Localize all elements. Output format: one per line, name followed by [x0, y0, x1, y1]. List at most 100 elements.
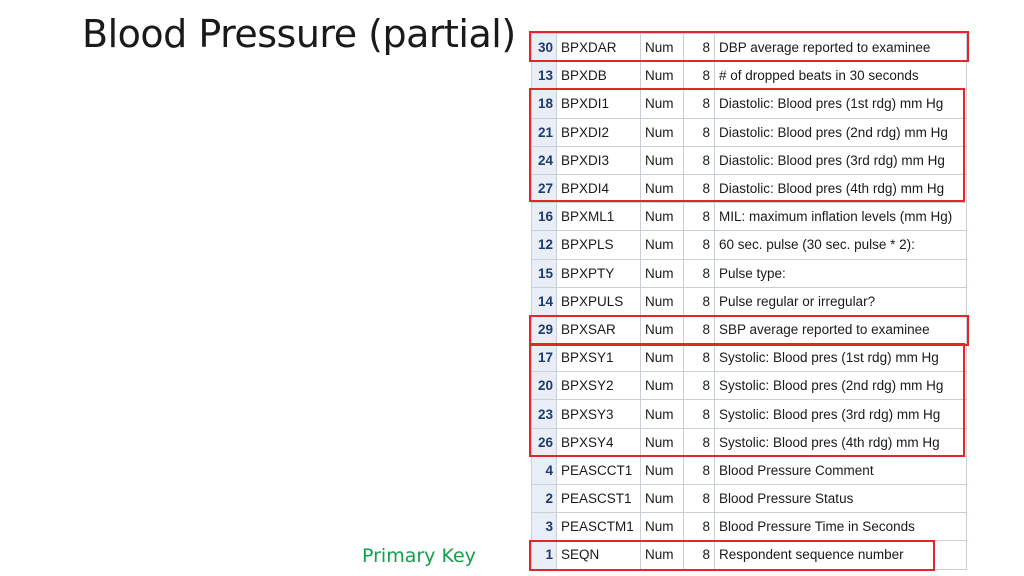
- slide-title: Blood Pressure (partial): [82, 12, 516, 56]
- variable-type-cell: Num: [640, 512, 684, 542]
- variable-type-cell: Num: [640, 314, 684, 345]
- variable-number-cell: 27: [531, 173, 557, 204]
- variable-number-cell: 30: [531, 32, 557, 63]
- variable-type-cell: Num: [640, 371, 684, 401]
- variable-length-cell: 8: [683, 314, 715, 345]
- variable-table-body: 30 BPXDAR Num 8 DBP average reported to exam…: [531, 32, 967, 570]
- table-row: 17 BPXSY1 Num 8 Systolic: Blood pres (1st rd…: [531, 343, 967, 373]
- table-row: 12 BPXPLS Num 8 60 sec. pulse (30 sec. pulse…: [531, 230, 967, 260]
- variable-table: 30 BPXDAR Num 8 DBP average reported to exam…: [531, 32, 967, 570]
- variable-type-cell: Num: [640, 230, 684, 260]
- table-row: 15 BPXPTY Num 8 Pulse type:: [531, 258, 967, 288]
- variable-name-cell: BPXDB: [556, 61, 641, 91]
- variable-label-cell: Blood Pressure Status: [714, 483, 967, 514]
- variable-name-cell: BPXSY3: [556, 399, 641, 429]
- variable-number-cell: 15: [531, 258, 557, 288]
- variable-name-cell: PEASCTM1: [556, 512, 641, 542]
- variable-name-cell: BPXSY2: [556, 371, 641, 401]
- variable-table-container: 30 BPXDAR Num 8 DBP average reported to exam…: [529, 31, 969, 571]
- primary-key-label: Primary Key: [362, 545, 476, 567]
- variable-number-cell: 3: [531, 512, 557, 542]
- variable-length-cell: 8: [683, 145, 715, 175]
- variable-name-cell: SEQN: [556, 540, 641, 570]
- variable-length-cell: 8: [683, 286, 715, 316]
- variable-label-cell: SBP average reported to examinee: [714, 314, 967, 345]
- variable-type-cell: Num: [640, 61, 684, 91]
- variable-length-cell: 8: [683, 202, 715, 232]
- variable-length-cell: 8: [683, 540, 715, 570]
- table-row: 30 BPXDAR Num 8 DBP average reported to exam…: [531, 32, 967, 63]
- variable-type-cell: Num: [640, 202, 684, 232]
- variable-length-cell: 8: [683, 512, 715, 542]
- variable-name-cell: BPXPULS: [556, 286, 641, 316]
- variable-number-cell: 12: [531, 230, 557, 260]
- variable-number-cell: 29: [531, 314, 557, 345]
- table-row: 18 BPXDI1 Num 8 Diastolic: Blood pres (1st r…: [531, 89, 967, 119]
- table-row: 14 BPXPULS Num 8 Pulse regular or irregular?: [531, 286, 967, 316]
- variable-type-cell: Num: [640, 258, 684, 288]
- variable-number-cell: 18: [531, 89, 557, 119]
- variable-length-cell: 8: [683, 89, 715, 119]
- variable-number-cell: 26: [531, 427, 557, 457]
- table-row: 24 BPXDI3 Num 8 Diastolic: Blood pres (3rd r…: [531, 145, 967, 175]
- variable-label-cell: Systolic: Blood pres (2nd rdg) mm Hg: [714, 371, 967, 401]
- variable-type-cell: Num: [640, 399, 684, 429]
- variable-label-cell: Systolic: Blood pres (1st rdg) mm Hg: [714, 343, 967, 373]
- variable-number-cell: 23: [531, 399, 557, 429]
- variable-length-cell: 8: [683, 258, 715, 288]
- variable-number-cell: 17: [531, 343, 557, 373]
- variable-name-cell: BPXSY1: [556, 343, 641, 373]
- variable-name-cell: BPXDI3: [556, 145, 641, 175]
- variable-type-cell: Num: [640, 117, 684, 147]
- table-row: 1 SEQN Num 8 Respondent sequence number: [531, 540, 967, 570]
- variable-name-cell: PEASCST1: [556, 483, 641, 514]
- variable-label-cell: Diastolic: Blood pres (2nd rdg) mm Hg: [714, 117, 967, 147]
- variable-name-cell: BPXDI1: [556, 89, 641, 119]
- variable-length-cell: 8: [683, 399, 715, 429]
- variable-number-cell: 21: [531, 117, 557, 147]
- variable-number-cell: 2: [531, 483, 557, 514]
- variable-name-cell: BPXPLS: [556, 230, 641, 260]
- variable-label-cell: Respondent sequence number: [714, 540, 967, 570]
- variable-label-cell: Systolic: Blood pres (3rd rdg) mm Hg: [714, 399, 967, 429]
- variable-type-cell: Num: [640, 455, 684, 486]
- variable-number-cell: 14: [531, 286, 557, 316]
- variable-number-cell: 13: [531, 61, 557, 91]
- variable-label-cell: Blood Pressure Comment: [714, 455, 967, 486]
- variable-number-cell: 1: [531, 540, 557, 570]
- table-row: 2 PEASCST1 Num 8 Blood Pressure Status: [531, 483, 967, 514]
- table-row: 4 PEASCCT1 Num 8 Blood Pressure Comment: [531, 455, 967, 486]
- table-row: 3 PEASCTM1 Num 8 Blood Pressure Time in Seco…: [531, 512, 967, 542]
- variable-label-cell: Diastolic: Blood pres (1st rdg) mm Hg: [714, 89, 967, 119]
- variable-number-cell: 4: [531, 455, 557, 486]
- variable-name-cell: BPXSAR: [556, 314, 641, 345]
- variable-length-cell: 8: [683, 455, 715, 486]
- variable-name-cell: BPXDAR: [556, 32, 641, 63]
- variable-length-cell: 8: [683, 483, 715, 514]
- variable-label-cell: Blood Pressure Time in Seconds: [714, 512, 967, 542]
- variable-label-cell: # of dropped beats in 30 seconds: [714, 61, 967, 91]
- variable-label-cell: MIL: maximum inflation levels (mm Hg): [714, 202, 967, 232]
- table-row: 13 BPXDB Num 8 # of dropped beats in 30 seco…: [531, 61, 967, 91]
- variable-type-cell: Num: [640, 286, 684, 316]
- variable-name-cell: BPXDI4: [556, 173, 641, 204]
- variable-label-cell: Diastolic: Blood pres (4th rdg) mm Hg: [714, 173, 967, 204]
- variable-name-cell: BPXDI2: [556, 117, 641, 147]
- variable-type-cell: Num: [640, 540, 684, 570]
- table-row: 21 BPXDI2 Num 8 Diastolic: Blood pres (2nd r…: [531, 117, 967, 147]
- variable-type-cell: Num: [640, 89, 684, 119]
- variable-length-cell: 8: [683, 61, 715, 91]
- table-row: 26 BPXSY4 Num 8 Systolic: Blood pres (4th rd…: [531, 427, 967, 457]
- variable-label-cell: Pulse type:: [714, 258, 967, 288]
- variable-label-cell: DBP average reported to examinee: [714, 32, 967, 63]
- table-row: 29 BPXSAR Num 8 SBP average reported to exam…: [531, 314, 967, 345]
- variable-label-cell: Systolic: Blood pres (4th rdg) mm Hg: [714, 427, 967, 457]
- variable-name-cell: BPXPTY: [556, 258, 641, 288]
- variable-length-cell: 8: [683, 343, 715, 373]
- variable-number-cell: 24: [531, 145, 557, 175]
- variable-length-cell: 8: [683, 32, 715, 63]
- variable-length-cell: 8: [683, 427, 715, 457]
- variable-type-cell: Num: [640, 173, 684, 204]
- table-row: 20 BPXSY2 Num 8 Systolic: Blood pres (2nd rd…: [531, 371, 967, 401]
